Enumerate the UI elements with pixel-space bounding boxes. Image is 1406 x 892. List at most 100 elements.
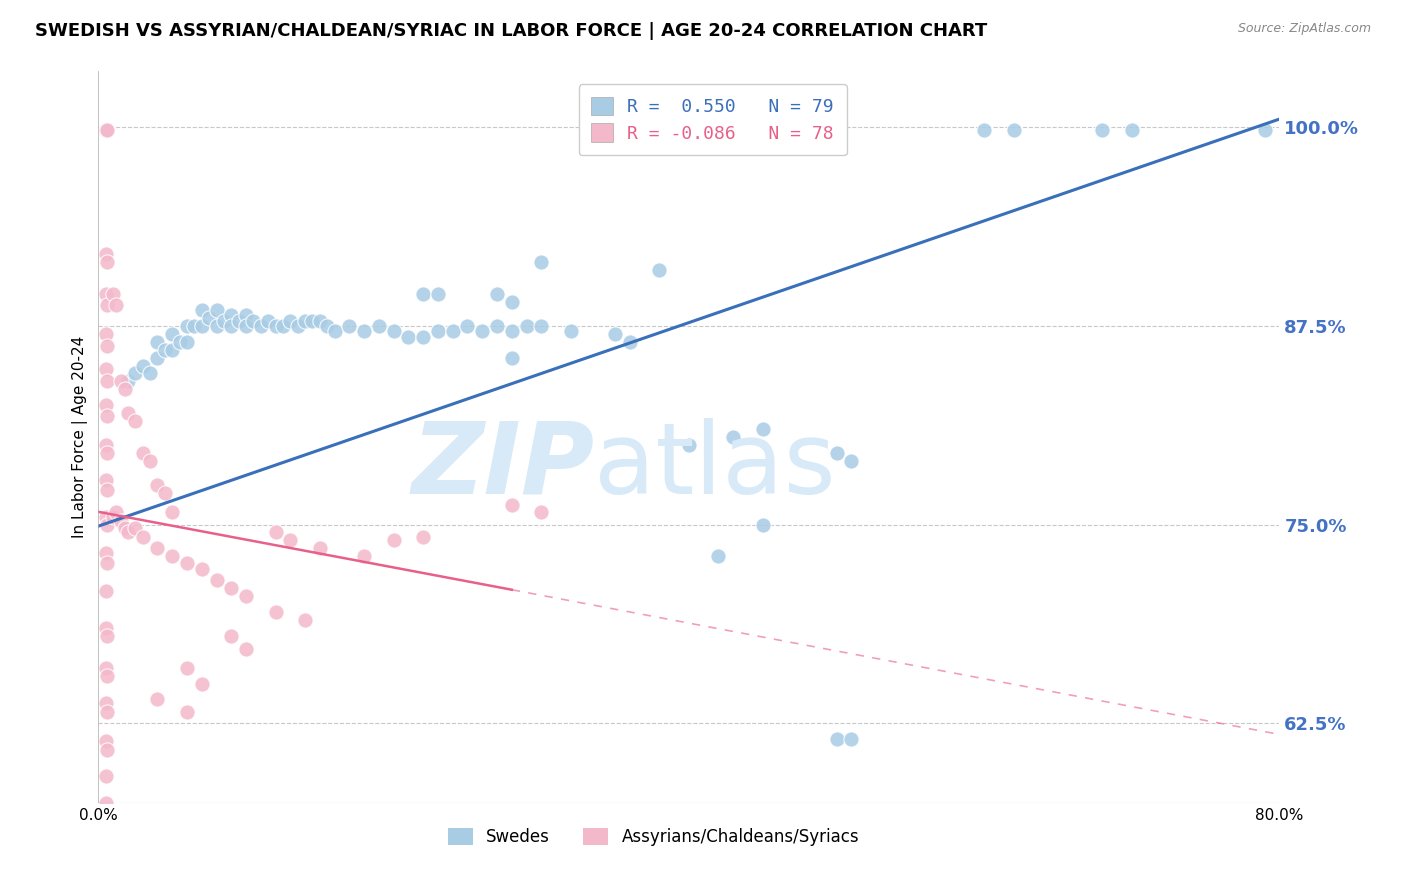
Point [501,324,523,338]
Point [825,446,848,460]
Point [162,343,183,357]
Point [96,255,118,269]
Point [427,324,450,338]
Point [264,525,287,540]
Point [486,287,509,301]
Point [183,318,205,333]
Point [205,573,228,587]
Point [94,398,117,412]
Point [264,318,287,333]
Point [162,326,183,341]
Point [94,584,117,599]
Point [212,314,235,328]
Y-axis label: In Labor Force | Age 20-24: In Labor Force | Age 20-24 [72,336,89,538]
Point [124,521,146,535]
Point [94,769,117,783]
Text: Source: ZipAtlas.com: Source: ZipAtlas.com [1237,22,1371,36]
Point [94,473,117,487]
Point [132,446,155,460]
Point [501,351,523,365]
Point [530,505,553,519]
Point [1254,123,1277,137]
Point [382,533,405,548]
Point [441,324,464,338]
Text: ZIP: ZIP [412,417,595,515]
Point [841,454,863,468]
Point [1002,123,1025,137]
Point [280,314,302,328]
Point [146,477,169,491]
Point [176,660,198,674]
Point [1091,123,1114,137]
Point [96,556,118,570]
Point [457,318,479,333]
Point [103,287,125,301]
Point [153,343,176,357]
Point [96,375,118,389]
Point [110,375,132,389]
Point [117,525,139,540]
Point [412,287,434,301]
Point [825,732,848,747]
Point [94,546,117,560]
Point [105,505,128,519]
Point [96,629,118,643]
Point [103,509,125,524]
Point [162,505,183,519]
Point [221,308,243,322]
Point [723,430,745,444]
Point [124,414,146,428]
Point [94,509,117,524]
Point [560,324,582,338]
Point [221,581,243,595]
Point [96,446,118,460]
Point [132,359,155,373]
Point [353,549,375,564]
Point [368,318,391,333]
Point [294,613,316,627]
Point [94,796,117,810]
Point [471,324,494,338]
Point [94,696,117,710]
Point [96,668,118,682]
Point [176,334,198,349]
Point [235,641,257,656]
Point [117,375,139,389]
Point [228,314,250,328]
Point [139,454,162,468]
Point [280,533,302,548]
Point [96,743,118,757]
Point [235,589,257,603]
Point [309,314,332,328]
Point [153,485,176,500]
Point [221,318,243,333]
Point [191,318,214,333]
Point [707,549,730,564]
Point [176,705,198,719]
Point [162,549,183,564]
Point [191,676,214,690]
Point [242,314,264,328]
Point [973,123,995,137]
Point [96,517,118,532]
Point [235,308,257,322]
Point [110,514,132,528]
Point [146,541,169,556]
Point [530,255,553,269]
Point [301,314,323,328]
Point [169,334,191,349]
Point [841,732,863,747]
Point [94,287,117,301]
Point [353,324,375,338]
Point [427,287,450,301]
Point [382,324,405,338]
Point [235,318,257,333]
Point [94,123,117,137]
Point [94,660,117,674]
Point [398,330,420,344]
Point [339,318,361,333]
Point [221,629,243,643]
Point [323,324,346,338]
Point [309,541,332,556]
Point [486,318,509,333]
